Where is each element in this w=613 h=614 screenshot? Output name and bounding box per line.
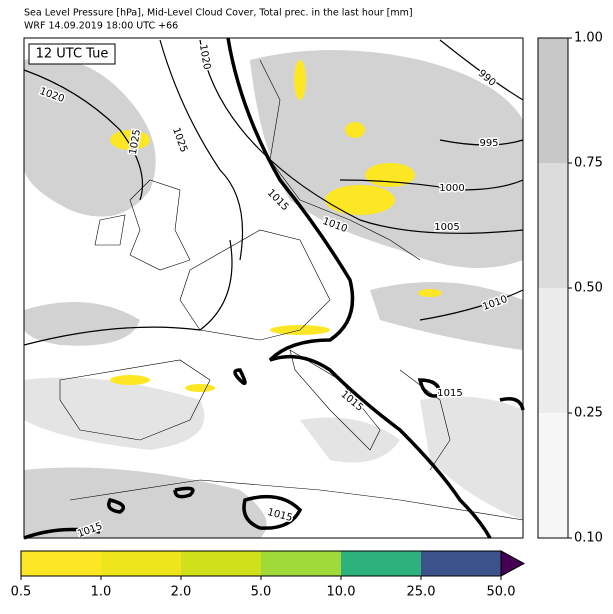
cloud-cover [24, 50, 523, 538]
isobar-label: 995 [479, 138, 498, 149]
colorbar-tick-label: 0.75 [574, 156, 603, 171]
colorbar-tick-label: 1.00 [574, 31, 603, 46]
colorbar-band [538, 163, 568, 288]
colorbar-tick-label: 10.0 [327, 585, 356, 600]
time-label-box [28, 43, 116, 65]
colorbar-tick-label: 1.0 [91, 585, 112, 600]
colorbar-band [261, 551, 341, 576]
colorbar-extension [500, 550, 526, 577]
isobars [23, 37, 525, 540]
colorbar-tick-label: 50.0 [487, 585, 516, 600]
isobar-label: 1000 [439, 183, 464, 194]
isobar-label: 1005 [434, 222, 459, 233]
isobar-label: 1015 [437, 388, 462, 399]
colorbar-band [538, 413, 568, 538]
colorbar-tick-label: 0.50 [574, 281, 603, 296]
colorbar-tick-label: 0.10 [574, 531, 603, 546]
colorbar-tick-label: 0.25 [574, 406, 603, 421]
colorbar-band [341, 551, 421, 576]
colorbar-band [538, 38, 568, 163]
colorbar-band [101, 551, 181, 576]
cloud-colorbar: 1.00 0.75 0.50 0.25 0.10 [537, 31, 603, 546]
colorbar-band [421, 551, 501, 576]
subtitle: WRF 14.09.2019 18:00 UTC +66 [24, 21, 178, 32]
colorbar-tick-label: 5.0 [251, 585, 272, 600]
title: Sea Level Pressure [hPa], Mid-Level Clou… [24, 8, 413, 19]
colorbar-band [538, 288, 568, 413]
precip-colorbar: 0.5 1.0 2.0 5.0 10.0 25.0 50.0 [11, 550, 526, 600]
colorbar-band [181, 551, 261, 576]
colorbar-tick-label: 25.0 [407, 585, 436, 600]
colorbar-band [21, 551, 101, 576]
map-frame [23, 37, 524, 539]
colorbar-tick-label: 0.5 [11, 585, 32, 600]
time-label: 12 UTC Tue [36, 47, 109, 62]
colorbar-tick-label: 2.0 [171, 585, 192, 600]
